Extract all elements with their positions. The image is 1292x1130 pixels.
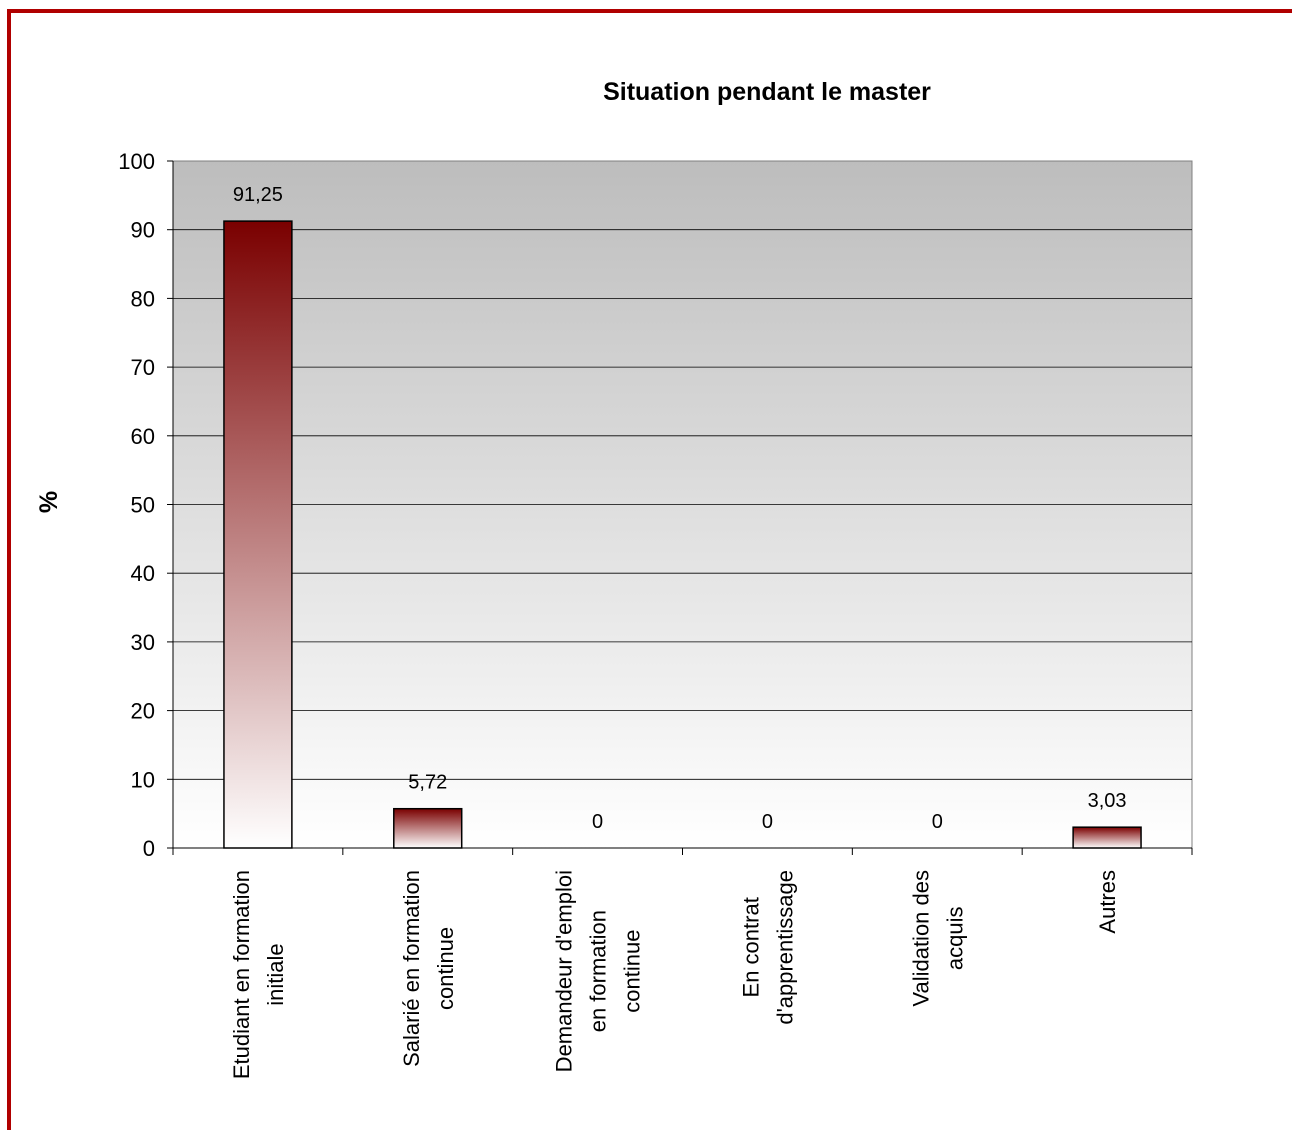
category-labels: Etudiant en formation initiale Salarié en …	[229, 870, 1120, 1079]
bar	[393, 807, 463, 849]
category-label: Etudiant en formation initiale	[229, 870, 288, 1079]
y-tick-label: 70	[131, 355, 155, 380]
data-label: 0	[592, 811, 603, 833]
y-tick-label: 60	[131, 424, 155, 449]
category-label: Salarié en formation continue	[399, 870, 458, 1067]
y-tick-label: 80	[131, 286, 155, 311]
value-labels: 91,25 5,72 0 0 0 3,03	[233, 184, 1127, 833]
y-tick-label: 20	[131, 699, 155, 724]
data-label: 0	[932, 811, 943, 833]
category-label: Validation des acquis	[908, 870, 967, 1007]
category-label: Demandeur d'emploi en formation continue	[552, 870, 645, 1072]
category-label: Autres	[1095, 870, 1120, 934]
bar	[223, 220, 293, 849]
category-label-line: continue	[433, 927, 458, 1010]
category-label-line: acquis	[942, 906, 967, 970]
y-axis: 0 10 20 30 40 50 60 70 80 90 100	[118, 149, 174, 861]
y-tick-label: 90	[131, 218, 155, 243]
category-label: En contrat d'apprentissage	[738, 870, 797, 1025]
data-label: 0	[762, 811, 773, 833]
chart-title: Situation pendant le master	[603, 78, 931, 106]
y-tick-label: 10	[131, 767, 155, 792]
data-label: 91,25	[233, 184, 283, 206]
y-axis-label: %	[35, 491, 63, 513]
data-label: 3,03	[1088, 790, 1127, 812]
category-label-line: Autres	[1095, 870, 1120, 934]
category-label-line: Validation des	[908, 870, 933, 1007]
data-label: 5,72	[408, 772, 447, 794]
y-tick-label: 100	[118, 149, 155, 174]
y-tick-label: 50	[131, 493, 155, 518]
category-label-line: Etudiant en formation	[229, 870, 254, 1079]
y-tick-label: 40	[131, 561, 155, 586]
bars	[223, 220, 1142, 849]
category-label-line: en formation	[586, 910, 611, 1032]
y-tick-label: 30	[131, 630, 155, 655]
x-axis	[172, 847, 1193, 855]
category-label-line: d'apprentissage	[772, 870, 797, 1025]
bar	[1072, 826, 1142, 849]
category-label-line: initiale	[263, 943, 288, 1005]
y-tick-label: 0	[143, 836, 155, 861]
category-label-line: En contrat	[738, 897, 763, 997]
category-label-line: Demandeur d'emploi	[552, 870, 577, 1072]
category-label-line: continue	[620, 930, 645, 1013]
category-label-line: Salarié en formation	[399, 870, 424, 1067]
gridlines	[173, 229, 1192, 780]
